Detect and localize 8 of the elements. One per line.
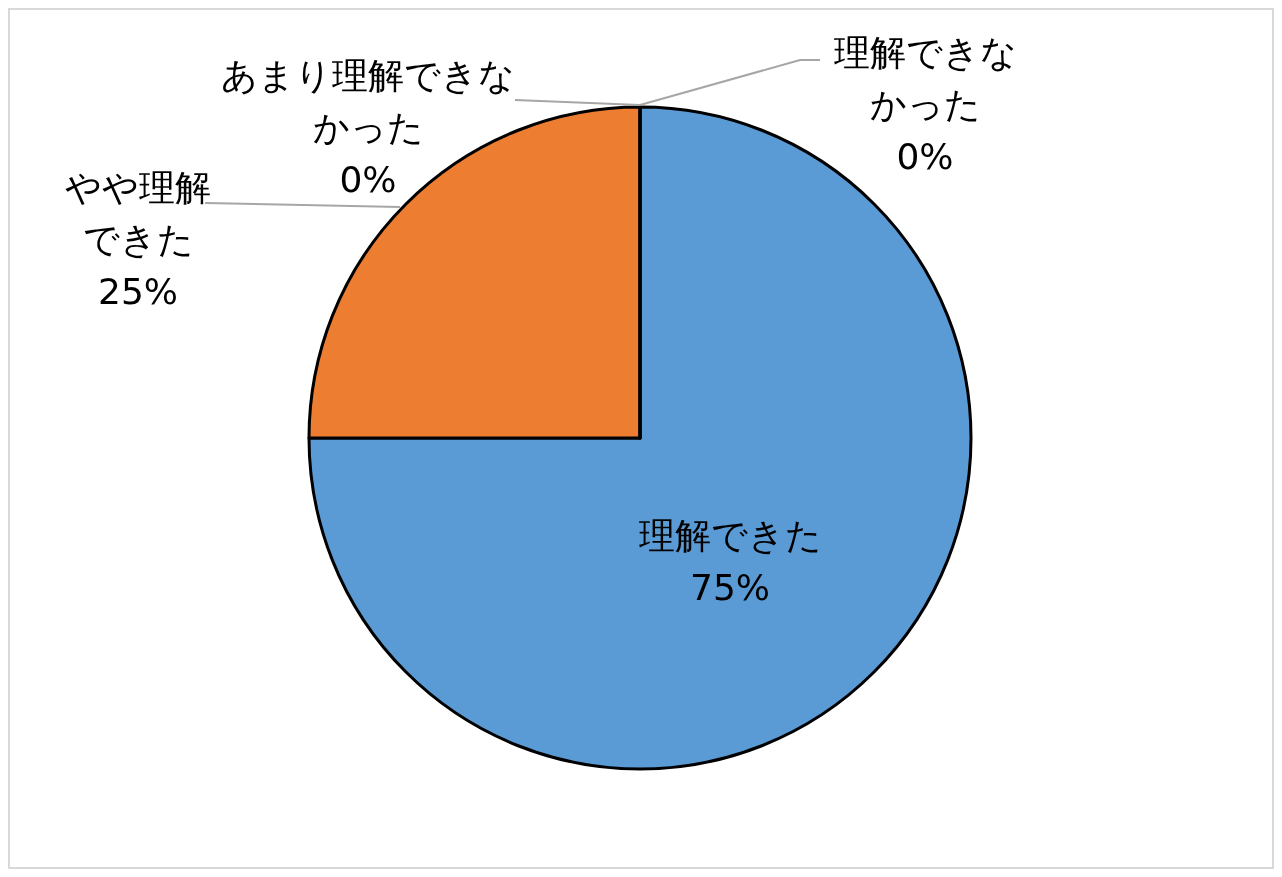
slice-label: 理解できた [638,515,822,556]
slice-label: やや理解できた [65,167,211,260]
legend-label: 理解できなかった [833,32,1017,125]
data-label: 75% [689,567,771,608]
text: 0% [896,136,954,177]
text: 0% [339,159,397,200]
category-label: あまり理解できなかった [221,55,515,148]
data-label: 25% [97,271,179,312]
